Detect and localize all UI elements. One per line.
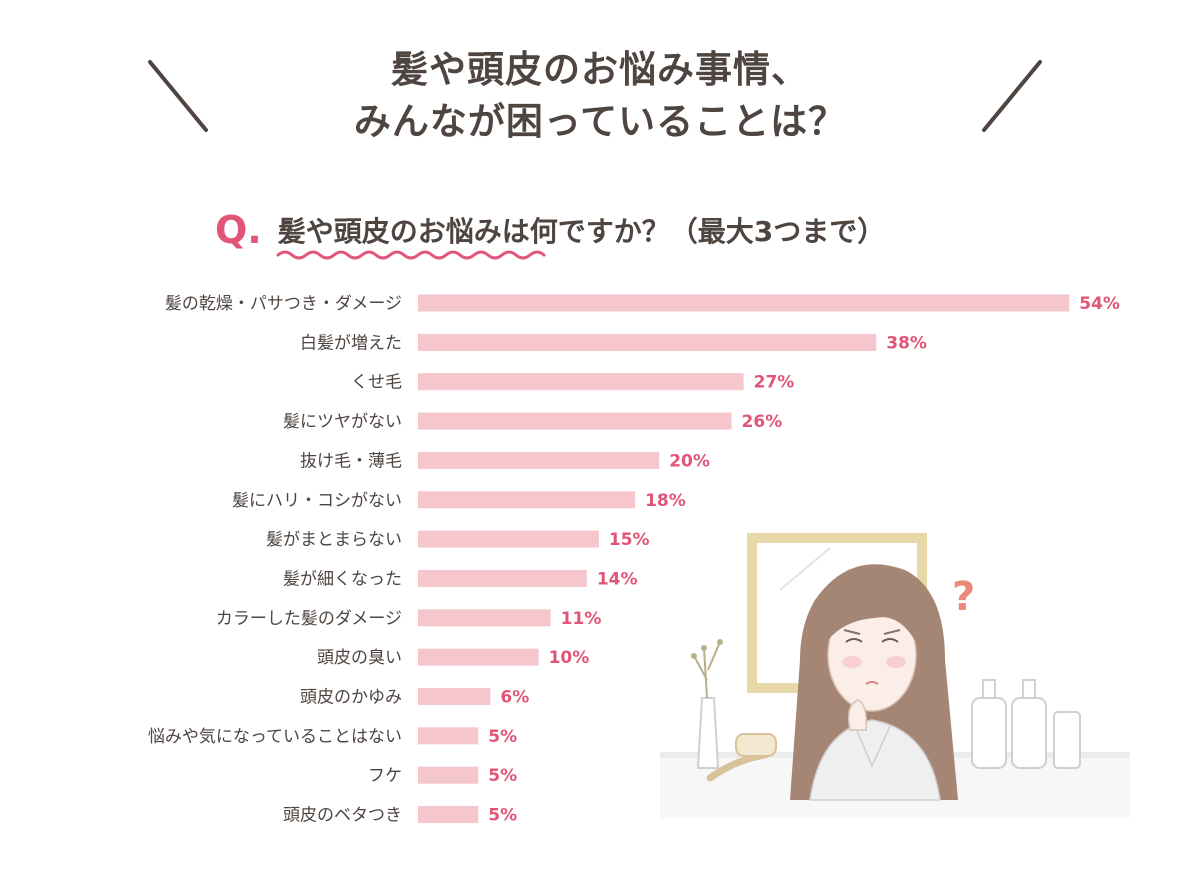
branches-icon <box>693 641 721 699</box>
woman-illustration: ? <box>660 533 1130 818</box>
decorative-slash-left <box>148 60 208 132</box>
value-label: 10% <box>549 648 590 668</box>
bar <box>418 373 744 391</box>
value-label: 5% <box>488 766 517 786</box>
bar <box>418 333 877 351</box>
value-label: 38% <box>886 333 927 353</box>
tube <box>1053 711 1081 769</box>
category-label: 頭皮のかゆみ <box>300 688 402 708</box>
value-label: 14% <box>597 569 638 589</box>
value-label: 5% <box>488 806 517 826</box>
bar <box>418 491 636 509</box>
category-label: 白髪が増えた <box>300 333 402 353</box>
decorative-slash-right <box>982 60 1042 132</box>
question-text-content: 髪や頭皮のお悩みは何ですか？（最大3つまで） <box>277 215 886 248</box>
bar <box>418 648 539 666</box>
value-label: 18% <box>645 491 686 511</box>
category-label: 髪の乾燥・パサつき・ダメージ <box>165 294 402 314</box>
bar <box>418 451 660 469</box>
category-label: 髪がまとまらない <box>266 530 402 550</box>
headline-line-2: みんなが困っていることは？ <box>353 100 847 143</box>
value-label: 6% <box>500 688 529 708</box>
category-label: 髪にツヤがない <box>283 412 402 432</box>
category-label: 抜け毛・薄毛 <box>300 451 402 471</box>
category-label: くせ毛 <box>351 373 402 393</box>
survey-question: Q. 髪や頭皮のお悩みは何ですか？（最大3つまで） <box>215 200 885 260</box>
bar <box>418 530 599 548</box>
bar <box>418 294 1070 312</box>
value-label: 5% <box>488 727 517 747</box>
vase <box>696 697 720 769</box>
category-label: カラーした髪のダメージ <box>216 609 402 629</box>
question-text: 髪や頭皮のお悩みは何ですか？（最大3つまで） <box>276 210 886 260</box>
category-label: 悩みや気になっていることはない <box>148 727 402 747</box>
page-headline: 髪や頭皮のお悩み事情、 みんなが困っていることは？ <box>0 44 1200 148</box>
bar <box>418 609 551 627</box>
category-label: 髪にハリ・コシがない <box>232 491 402 511</box>
hand <box>847 699 868 731</box>
category-label: 頭皮の臭い <box>317 648 402 668</box>
bar <box>418 688 491 705</box>
bar <box>418 569 587 587</box>
category-label: フケ <box>368 766 402 786</box>
wavy-underline <box>276 250 546 260</box>
value-label: 27% <box>754 373 795 393</box>
value-label: 20% <box>669 451 710 471</box>
question-mark-icon: ? <box>952 574 975 620</box>
bar <box>418 412 732 430</box>
bar <box>418 806 479 824</box>
question-mark-label: Q. <box>215 208 262 252</box>
category-label: 髪が細くなった <box>283 569 402 589</box>
bar-chart: 髪の乾燥・パサつき・ダメージ 54% 白髪が増えた 38% くせ毛 27% 髪にツヤがない 2… <box>148 294 1120 826</box>
pump-bottle-1 <box>971 697 1007 769</box>
value-label: 54% <box>1079 294 1120 314</box>
value-label: 11% <box>561 609 602 629</box>
value-label: 15% <box>609 530 650 550</box>
headline-line-1: 髪や頭皮のお悩み事情、 <box>391 48 809 91</box>
pump-bottle-2 <box>1011 697 1047 769</box>
category-label: 頭皮のベタつき <box>283 806 402 826</box>
value-label: 26% <box>742 412 783 432</box>
bar <box>418 727 479 745</box>
bar <box>418 766 479 784</box>
mirror-glint <box>779 547 831 591</box>
